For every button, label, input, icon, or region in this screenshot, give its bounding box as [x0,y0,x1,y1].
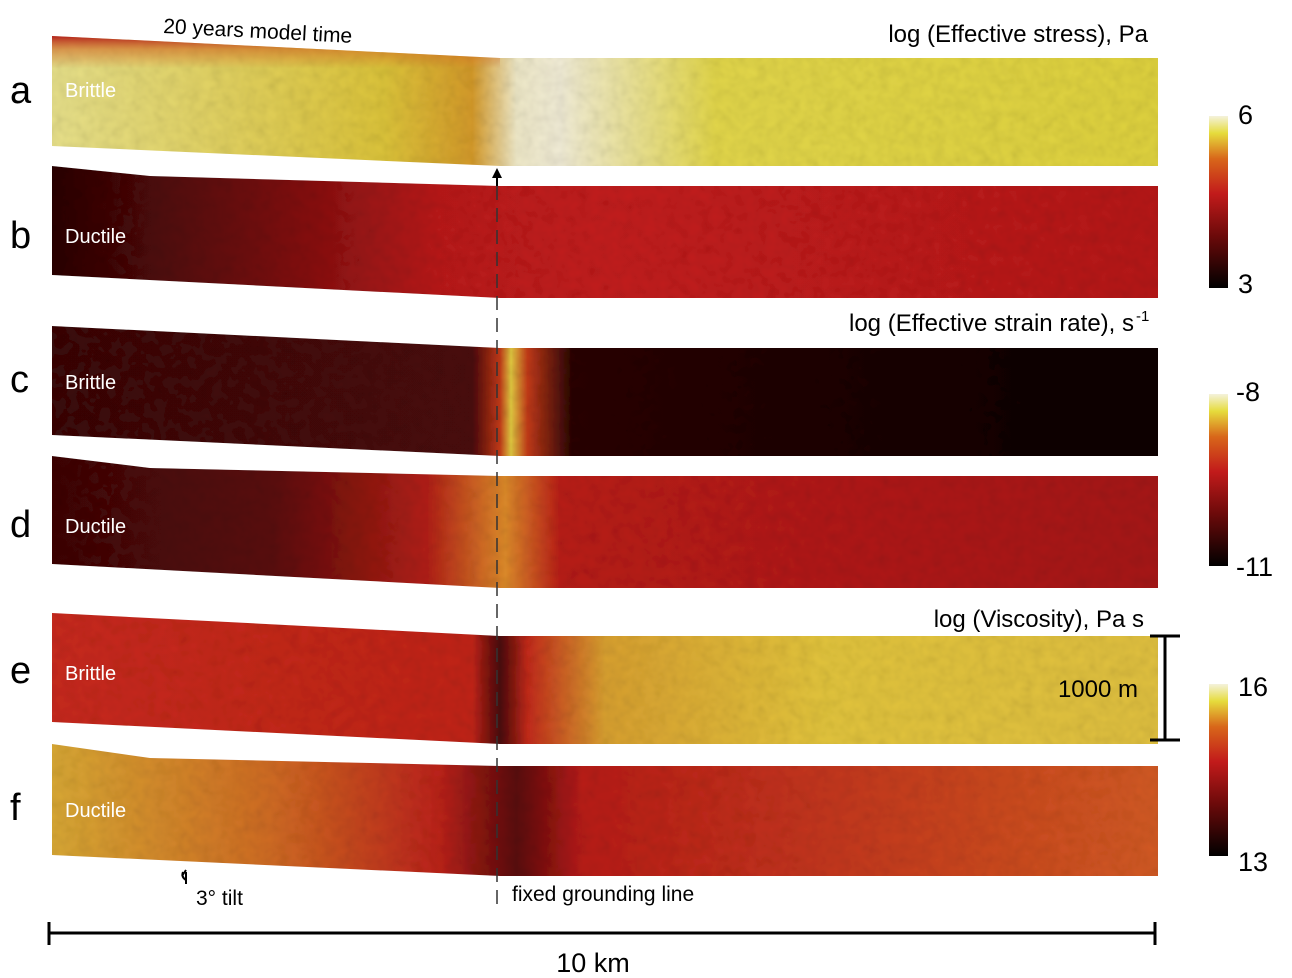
panel-f: f Ductile [10,744,1158,876]
grounding-line-arrow-icon [492,168,502,186]
panel-letter-c: c [10,359,29,401]
panel-e-field [52,613,1158,744]
colorbar-stress: 6 3 [1209,100,1253,299]
panel-letter-f: f [10,787,21,829]
colorbar-viscosity: 16 13 [1209,672,1268,877]
vertical-scale-bar [1150,634,1180,742]
panel-letter-d: d [10,504,31,546]
tilt-label: 3° tilt [196,887,243,910]
panel-letter-b: b [10,215,31,257]
viscosity-title: log (Viscosity), Pa s [934,606,1144,633]
panel-f-field [52,744,1158,876]
colorbar-strain-max: -8 [1236,377,1260,407]
colorbar-viscosity-ramp [1209,684,1228,856]
panel-letter-a: a [10,70,32,112]
panel-a-top-band [52,36,500,90]
colorbar-strain-min: -11 [1236,552,1273,582]
panel-letter-e: e [10,650,31,692]
panel-c: c Brittle [10,326,1158,456]
colorbar-stress-max: 6 [1238,100,1253,130]
panel-e-label: Brittle [65,663,116,685]
panel-a-label: Brittle [65,80,116,102]
colorbar-stress-ramp [1209,116,1228,288]
horizontal-scale-label: 10 km [556,948,630,978]
panel-b-label: Ductile [65,226,126,248]
panel-c-field [52,326,1158,456]
vertical-scale-label: 1000 m [1058,676,1138,703]
panel-e: e Brittle [10,613,1158,744]
colorbar-strain: -8 -11 [1209,377,1273,582]
panel-d-label: Ductile [65,516,126,538]
tilt-arrow-icon [181,869,187,884]
colorbar-stress-min: 3 [1238,269,1253,299]
panel-d: d Ductile [10,456,1158,588]
horizontal-scale-bar [47,922,1157,945]
panel-a: a Brittle [10,36,1158,166]
panel-b-field [52,166,1158,298]
grounding-line-label: fixed grounding line [512,883,694,906]
panel-c-label: Brittle [65,372,116,394]
colorbar-strain-ramp [1209,394,1228,566]
panel-d-field [52,456,1158,588]
strain-title: log (Effective strain rate), s [849,310,1134,337]
colorbar-viscosity-min: 13 [1238,847,1268,877]
stress-title: log (Effective stress), Pa [888,21,1148,48]
panel-f-label: Ductile [65,800,126,822]
strain-title-superscript: -1 [1136,308,1149,325]
colorbar-viscosity-max: 16 [1238,672,1268,702]
panel-b: b Ductile [10,166,1158,298]
